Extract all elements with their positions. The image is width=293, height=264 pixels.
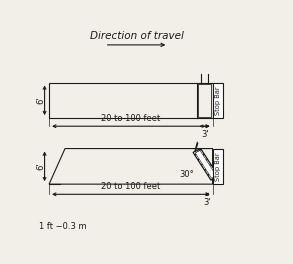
Polygon shape [193,149,219,180]
Text: 1 ft −0.3 m: 1 ft −0.3 m [39,222,86,231]
Text: 3': 3' [204,198,211,207]
Polygon shape [213,82,223,118]
Text: Stop Bar: Stop Bar [215,152,221,181]
Text: 6': 6' [36,163,45,170]
Polygon shape [195,150,216,178]
Text: 6': 6' [36,96,45,104]
Text: Stop Bar: Stop Bar [215,86,221,115]
Text: 3': 3' [201,130,209,139]
Text: 20 to 100 feet: 20 to 100 feet [101,114,161,123]
Polygon shape [213,149,223,184]
Text: 30°: 30° [180,170,195,179]
Text: 20 to 100 feet: 20 to 100 feet [101,182,161,191]
Text: Direction of travel: Direction of travel [90,31,183,41]
